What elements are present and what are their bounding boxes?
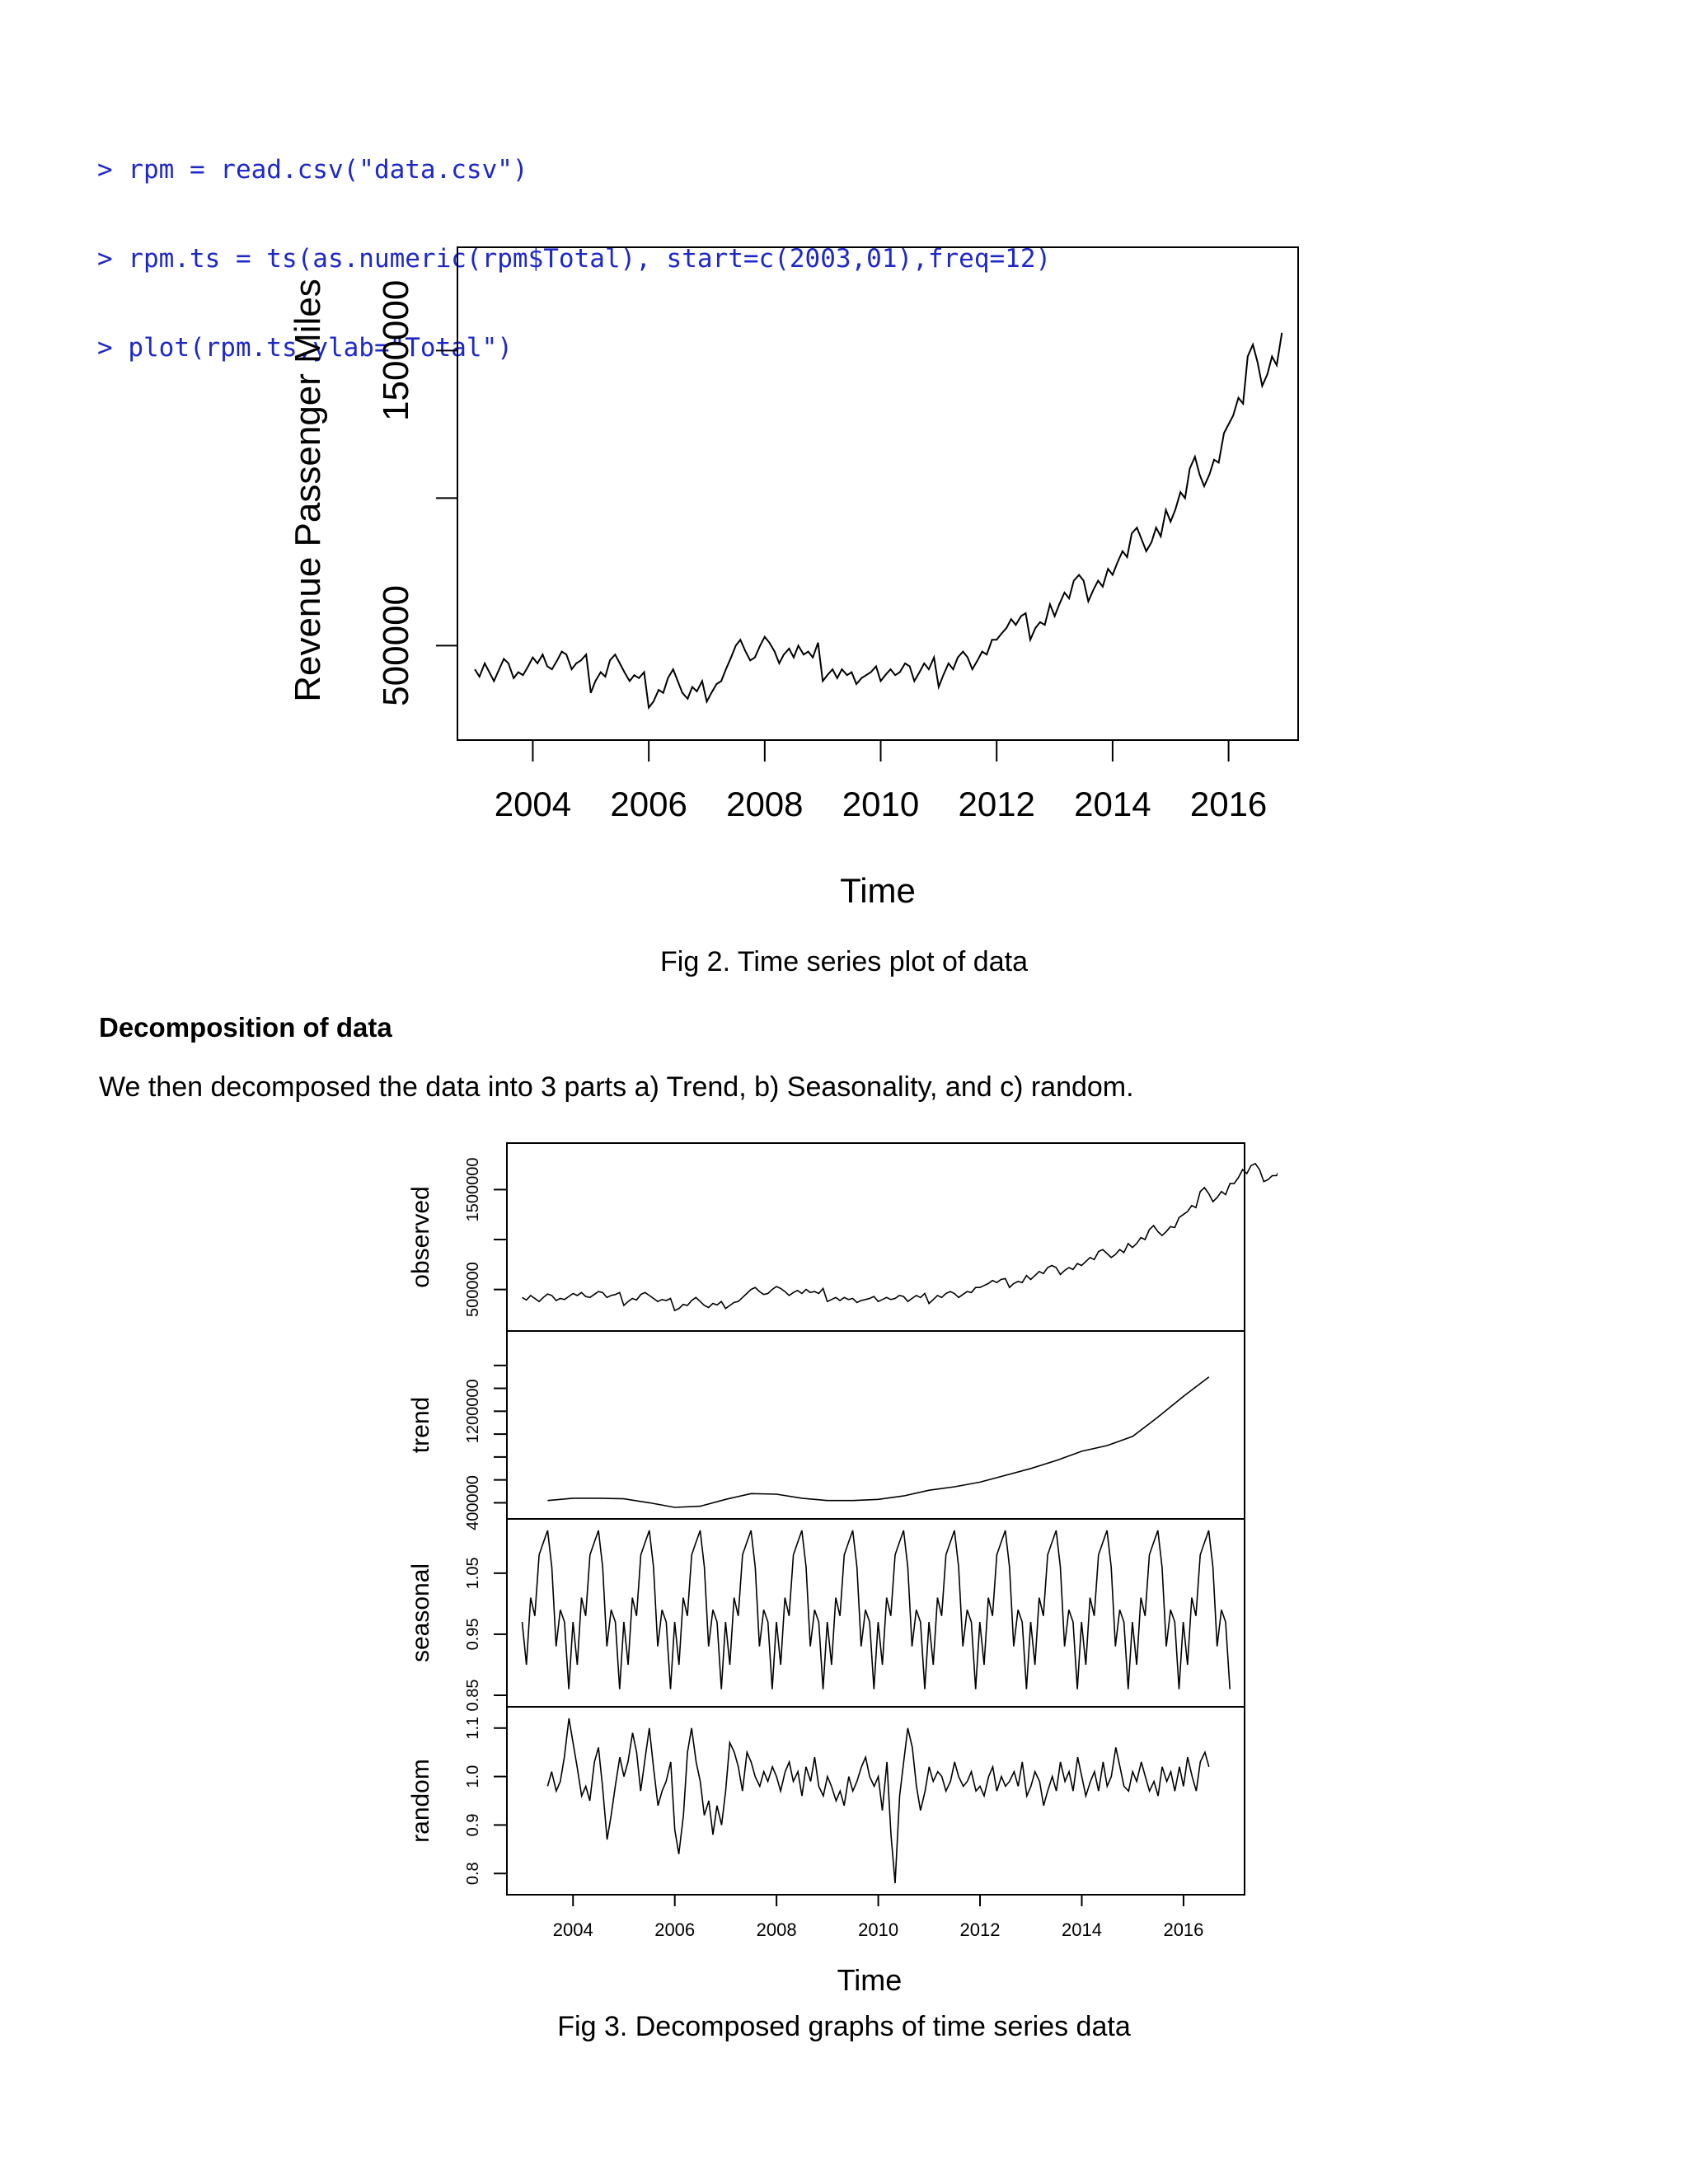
panel-random: 0.8 0.9 1.0 1.1 random	[407, 1707, 1245, 1895]
y-tick-label: 1500000	[376, 280, 416, 421]
y-tick-label: 0.85	[464, 1680, 482, 1712]
y-tick-label: 0.95	[464, 1618, 482, 1650]
panel-label: observed	[407, 1186, 434, 1287]
time-series-figure: 2004 2006 2008 2010 2012 2014 2016 500000 15000…	[280, 239, 1319, 927]
x-tick-label: 2006	[610, 785, 687, 823]
figure-2-caption: Fig 2. Time series plot of data	[0, 946, 1688, 978]
x-tick-label: 2014	[1074, 785, 1151, 823]
panel-frame	[507, 1707, 1245, 1895]
y-tick-label: 1.1	[464, 1717, 482, 1740]
y-tick-label: 1.05	[464, 1557, 482, 1589]
panel-label: seasonal	[407, 1563, 434, 1662]
series-line	[547, 1718, 1208, 1883]
decomposition-plot: 500000 1500000 observed 400000 1200000 trend 0…	[387, 1133, 1278, 2003]
x-tick-label: 2016	[1190, 785, 1267, 823]
y-tick-label: 0.8	[464, 1862, 482, 1885]
x-axis: 2004 2006 2008 2010 2012 2014 2016	[553, 1895, 1204, 1940]
x-tick-label: 2010	[842, 785, 919, 823]
panel-observed: 500000 1500000 observed	[407, 1143, 1278, 1331]
y-axis: 500000 1500000	[376, 280, 457, 706]
y-tick-label: 400000	[464, 1475, 482, 1530]
x-axis-label: Time	[837, 1963, 903, 1997]
x-tick-label: 2004	[553, 1919, 593, 1940]
panel-frame	[507, 1143, 1245, 1331]
section-heading: Decomposition of data	[99, 1012, 392, 1043]
x-axis: 2004 2006 2008 2010 2012 2014 2016	[495, 740, 1268, 823]
x-tick-label: 2010	[858, 1919, 898, 1940]
panel-seasonal: 0.85 0.95 1.05 seasonal	[407, 1519, 1245, 1711]
x-axis-label: Time	[840, 871, 916, 910]
y-tick-label: 0.9	[464, 1814, 482, 1837]
y-axis-label: Revenue Passenger Miles	[288, 279, 328, 702]
x-tick-label: 2012	[960, 1919, 1001, 1940]
y-tick-label: 500000	[464, 1262, 482, 1317]
x-tick-label: 2014	[1062, 1919, 1102, 1940]
panel-label: trend	[407, 1397, 434, 1453]
code-line-1: > rpm = read.csv("data.csv")	[97, 155, 1051, 185]
panel-frame	[507, 1331, 1245, 1519]
series-line	[523, 1164, 1278, 1310]
series-line	[523, 1530, 1231, 1690]
figure-3-caption: Fig 3. Decomposed graphs of time series …	[0, 2011, 1688, 2043]
panel-trend: 400000 1200000 trend	[407, 1331, 1245, 1530]
section-paragraph: We then decomposed the data into 3 parts…	[99, 1071, 1134, 1104]
x-tick-label: 2016	[1163, 1919, 1203, 1940]
x-tick-label: 2004	[495, 785, 571, 823]
x-tick-label: 2012	[958, 785, 1034, 823]
panel-label: random	[407, 1759, 434, 1843]
x-tick-label: 2008	[757, 1919, 797, 1940]
y-tick-label: 1200000	[464, 1379, 482, 1443]
decomposition-figure: 500000 1500000 observed 400000 1200000 trend 0…	[387, 1133, 1278, 2007]
time-series-plot: 2004 2006 2008 2010 2012 2014 2016 500000 15000…	[280, 239, 1319, 923]
series-line	[475, 333, 1282, 708]
series-line-group	[475, 333, 1282, 708]
panel-group: 500000 1500000 observed 400000 1200000 trend 0…	[407, 1143, 1278, 1895]
plot-frame	[457, 247, 1298, 740]
y-tick-label: 500000	[376, 585, 416, 706]
x-tick-label: 2008	[726, 785, 803, 823]
panel-frame	[507, 1519, 1245, 1707]
y-tick-label: 1500000	[464, 1157, 482, 1221]
x-tick-label: 2006	[654, 1919, 695, 1940]
series-line	[547, 1377, 1208, 1507]
y-tick-label: 1.0	[464, 1765, 482, 1788]
